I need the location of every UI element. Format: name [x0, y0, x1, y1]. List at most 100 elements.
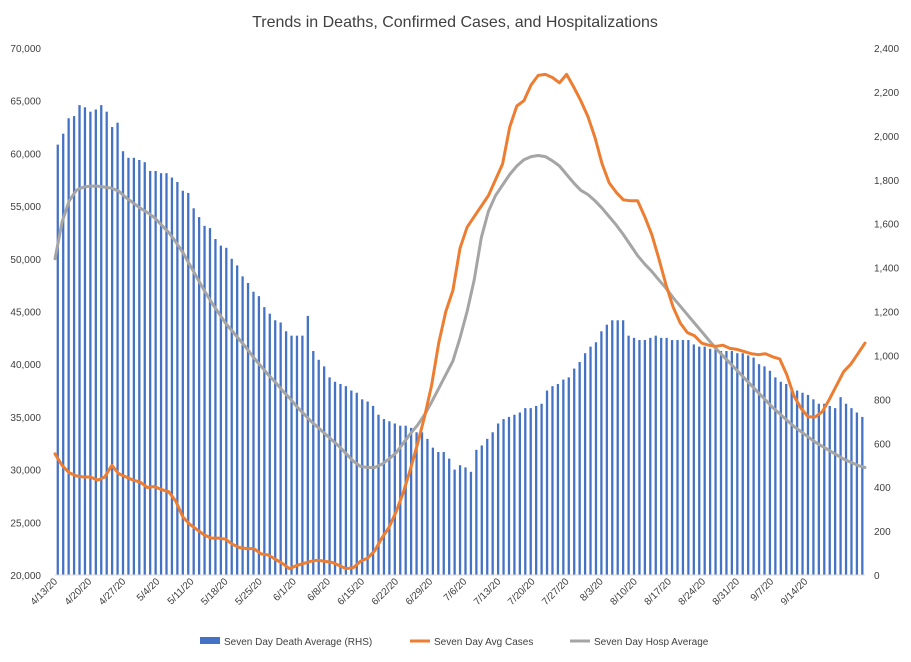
- death-average-bar: [611, 320, 614, 575]
- death-average-bar: [834, 408, 837, 575]
- death-average-bar: [263, 307, 266, 575]
- death-average-bar: [562, 379, 565, 575]
- death-average-bar: [268, 313, 271, 575]
- death-average-bar: [643, 340, 647, 575]
- death-average-bar: [535, 405, 538, 575]
- death-average-bar: [828, 405, 831, 575]
- death-average-bar: [801, 392, 804, 575]
- death-average-bar: [513, 414, 516, 575]
- death-average-bar: [420, 432, 424, 575]
- right-axis-tick-label: 1,800: [874, 176, 899, 187]
- death-average-bar: [94, 109, 97, 575]
- death-average-bar: [426, 438, 429, 575]
- death-average-bar: [415, 432, 418, 575]
- death-average-bar: [469, 471, 473, 575]
- death-average-bar: [844, 403, 848, 575]
- death-average-bar: [790, 388, 793, 575]
- right-axis-tick-label: 1,400: [874, 264, 899, 275]
- death-average-bar: [257, 296, 261, 575]
- death-average-bar: [78, 105, 81, 575]
- death-average-bar: [600, 331, 603, 575]
- death-average-bar: [795, 390, 799, 575]
- left-axis-tick-label: 60,000: [10, 149, 41, 160]
- death-average-bar: [366, 401, 369, 575]
- death-average-bar: [448, 458, 451, 575]
- death-average-bar: [317, 359, 320, 575]
- death-average-bar: [507, 416, 511, 575]
- legend: Seven Day Death Average (RHS) Seven Day A…: [200, 637, 709, 648]
- death-average-bar: [518, 412, 521, 575]
- left-axis-tick-label: 65,000: [10, 97, 41, 108]
- death-average-bar: [159, 173, 163, 575]
- death-average-bar: [121, 151, 125, 575]
- death-average-bar: [301, 335, 304, 575]
- death-average-bar: [785, 383, 788, 575]
- right-axis-tick-label: 0: [874, 571, 880, 582]
- right-axis-tick-label: 800: [874, 395, 891, 406]
- legend-label: Seven Day Hosp Average: [594, 637, 709, 648]
- death-average-bar: [225, 247, 228, 575]
- death-average-bar: [475, 449, 478, 575]
- death-average-bar: [274, 320, 277, 575]
- death-average-bar: [105, 111, 108, 575]
- death-average-bar: [437, 452, 440, 575]
- death-average-bar: [567, 377, 570, 575]
- death-average-bar: [339, 383, 342, 575]
- left-axis-tick-label: 50,000: [10, 255, 41, 266]
- death-average-bar: [333, 381, 337, 575]
- death-average-bar: [708, 348, 712, 575]
- death-average-bar: [165, 173, 168, 575]
- death-average-bar: [850, 408, 853, 575]
- death-average-bar: [323, 366, 326, 575]
- death-average-bar: [594, 342, 598, 575]
- death-average-bar: [502, 419, 505, 575]
- death-average-bar: [89, 111, 92, 575]
- right-axis-tick-label: 1,000: [874, 351, 899, 362]
- death-average-bar: [138, 159, 141, 576]
- death-average-bar: [855, 412, 859, 575]
- death-average-bar: [660, 337, 663, 575]
- death-average-bar: [779, 381, 782, 575]
- death-average-bar: [496, 423, 500, 575]
- death-average-bar: [72, 116, 76, 575]
- death-average-bar: [524, 408, 527, 575]
- death-average-bar: [203, 225, 206, 576]
- right-axis-tick-label: 1,200: [874, 308, 899, 319]
- legend-item-deaths: Seven Day Death Average (RHS): [200, 637, 372, 648]
- death-average-bar: [730, 351, 734, 575]
- death-average-bar: [806, 394, 810, 575]
- hosp-average-line: [53, 154, 867, 469]
- death-average-bar: [355, 392, 358, 575]
- death-average-bar: [110, 127, 114, 576]
- death-average-bar: [817, 403, 820, 575]
- death-average-bar: [703, 346, 706, 575]
- right-axis-tick-label: 1,600: [874, 220, 899, 231]
- death-average-bar: [676, 340, 679, 575]
- death-average-bar: [551, 386, 554, 575]
- left-axis-tick-label: 40,000: [10, 360, 41, 371]
- death-average-bar: [638, 340, 641, 575]
- death-average-bar: [464, 467, 467, 575]
- right-axis-labels: 0 200 400 600 800 1,000 1,200 1,400 1,600 1,800 2,…: [874, 44, 899, 582]
- death-average-bar: [589, 346, 592, 575]
- death-average-bar: [491, 432, 494, 575]
- legend-swatch: [200, 637, 220, 644]
- death-average-bar: [208, 228, 212, 575]
- right-axis-tick-label: 600: [874, 439, 891, 450]
- death-average-bar: [377, 414, 380, 575]
- death-average-bar: [149, 170, 152, 575]
- death-average-bar: [736, 353, 739, 575]
- death-average-bars: [56, 105, 864, 576]
- death-average-bar: [404, 425, 407, 575]
- legend-item-hosp: Seven Day Hosp Average: [570, 637, 709, 648]
- left-axis-tick-label: 20,000: [10, 571, 41, 582]
- right-axis-tick-label: 2,400: [874, 44, 899, 55]
- death-average-bar: [230, 258, 233, 575]
- death-average-bar: [665, 337, 668, 575]
- death-average-bar: [768, 370, 772, 575]
- death-average-bar: [219, 245, 223, 575]
- legend-label: Seven Day Death Average (RHS): [224, 637, 372, 648]
- cases-average-line: [53, 72, 867, 571]
- death-average-bar: [431, 447, 435, 575]
